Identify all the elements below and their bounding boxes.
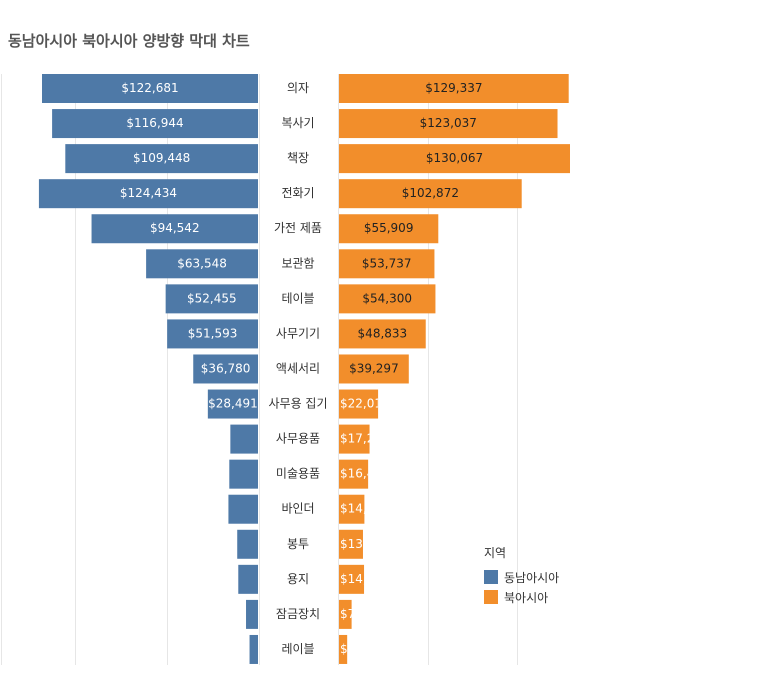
bar-north-asia bbox=[339, 494, 365, 524]
data-label-north-asia: $130,067 bbox=[426, 151, 483, 165]
bar-southeast-asia bbox=[229, 459, 258, 489]
category-label: 책장 bbox=[287, 150, 309, 165]
bar-north-asia bbox=[339, 214, 439, 244]
data-label-southeast-asia: $51,593 bbox=[188, 326, 238, 340]
data-label-southeast-asia: $109,448 bbox=[133, 151, 190, 165]
bar-north-asia bbox=[339, 144, 570, 174]
chart-title: 동남아시아 북아시아 양방향 막대 차트 bbox=[8, 32, 250, 50]
category-label: 복사기 bbox=[281, 116, 314, 130]
legend: 지역 동남아시아 북아시아 bbox=[484, 544, 559, 607]
category-label: 미술용품 bbox=[276, 467, 320, 481]
category-label: 액세서리 bbox=[276, 361, 320, 375]
bar-north-asia bbox=[339, 179, 522, 209]
data-label-southeast-asia: $116,944 bbox=[126, 116, 183, 130]
data-label-southeast-asia: $28,491 bbox=[208, 397, 258, 411]
bar-north-asia bbox=[339, 109, 558, 139]
bar-southeast-asia bbox=[193, 354, 258, 384]
data-labels: $122,681 $129,337 $116,944 $123,037 $109,448… bbox=[120, 81, 483, 656]
legend-swatch bbox=[484, 590, 498, 604]
data-label-north-asia: $123,037 bbox=[420, 116, 477, 130]
bar-southeast-asia bbox=[165, 284, 258, 314]
data-label-north-asia: $16,4 bbox=[340, 467, 374, 481]
category-label: 전화기 bbox=[281, 186, 314, 200]
bar-southeast-asia bbox=[207, 389, 258, 419]
category-label: 바인더 bbox=[281, 502, 314, 516]
data-label-north-asia: $13, bbox=[340, 537, 367, 551]
legend-item-southeast-asia[interactable]: 동남아시아 bbox=[484, 567, 559, 587]
bar-southeast-asia bbox=[228, 494, 258, 524]
category-label: 가전 제품 bbox=[274, 221, 322, 235]
data-label-north-asia: $ bbox=[340, 642, 348, 656]
bars bbox=[38, 74, 570, 664]
category-label: 테이블 bbox=[281, 291, 314, 305]
bar-north-asia bbox=[339, 599, 352, 629]
data-label-north-asia: $7 bbox=[340, 607, 355, 621]
bar-north-asia bbox=[339, 564, 365, 594]
category-label: 사무기기 bbox=[276, 326, 320, 340]
data-label-southeast-asia: $124,434 bbox=[120, 186, 177, 200]
bar-north-asia bbox=[339, 529, 363, 559]
legend-label: 동남아시아 bbox=[504, 570, 560, 585]
bar-southeast-asia bbox=[52, 109, 258, 139]
bar-north-asia bbox=[339, 389, 379, 419]
bar-north-asia bbox=[339, 459, 369, 489]
bar-north-asia bbox=[339, 249, 435, 279]
data-label-north-asia: $14, bbox=[340, 502, 367, 516]
data-label-north-asia: $53,737 bbox=[362, 256, 412, 270]
bar-north-asia bbox=[339, 354, 409, 384]
data-label-north-asia: $54,300 bbox=[362, 291, 412, 305]
bar-southeast-asia bbox=[238, 564, 258, 594]
bar-north-asia bbox=[339, 319, 426, 349]
data-label-north-asia: $48,833 bbox=[358, 326, 408, 340]
bar-north-asia bbox=[339, 634, 348, 664]
data-label-north-asia: $14, bbox=[340, 572, 367, 586]
legend-label: 북아시아 bbox=[504, 590, 549, 605]
data-label-southeast-asia: $36,780 bbox=[201, 361, 251, 375]
bar-southeast-asia bbox=[146, 249, 258, 279]
data-label-southeast-asia: $63,548 bbox=[177, 256, 227, 270]
category-label: 용지 bbox=[287, 572, 309, 586]
gridlines bbox=[1, 74, 518, 665]
category-label: 보관함 bbox=[281, 256, 314, 270]
bar-southeast-asia bbox=[38, 179, 258, 209]
category-label: 잠금장치 bbox=[276, 607, 320, 621]
data-label-north-asia: $55,909 bbox=[364, 221, 414, 235]
bar-north-asia bbox=[339, 284, 436, 314]
data-label-north-asia: $22,01 bbox=[340, 397, 382, 411]
data-label-southeast-asia: $94,542 bbox=[150, 221, 200, 235]
data-label-north-asia: $129,337 bbox=[425, 81, 482, 95]
bar-southeast-asia bbox=[237, 529, 258, 559]
bar-southeast-asia bbox=[167, 319, 258, 349]
legend-title: 지역 bbox=[484, 546, 507, 560]
data-label-southeast-asia: $52,455 bbox=[187, 291, 237, 305]
legend-swatch bbox=[484, 570, 498, 584]
bar-southeast-asia bbox=[65, 144, 258, 174]
category-label: 봉투 bbox=[287, 537, 309, 551]
bar-north-asia bbox=[339, 74, 569, 103]
bar-southeast-asia bbox=[91, 214, 258, 244]
data-label-north-asia: $17,2 bbox=[340, 432, 374, 446]
data-label-north-asia: $39,297 bbox=[349, 361, 399, 375]
bar-north-asia bbox=[339, 424, 370, 454]
bar-southeast-asia bbox=[230, 424, 258, 454]
category-label: 레이블 bbox=[281, 642, 314, 656]
bar-southeast-asia bbox=[249, 634, 258, 664]
bar-southeast-asia bbox=[246, 599, 258, 629]
data-label-southeast-asia: $122,681 bbox=[121, 81, 178, 95]
category-label: 사무용 집기 bbox=[268, 397, 327, 411]
bar-southeast-asia bbox=[42, 74, 258, 103]
legend-item-north-asia[interactable]: 북아시아 bbox=[484, 587, 559, 607]
category-label: 사무용품 bbox=[276, 432, 320, 446]
data-label-north-asia: $102,872 bbox=[402, 186, 459, 200]
category-label: 의자 bbox=[287, 81, 309, 95]
